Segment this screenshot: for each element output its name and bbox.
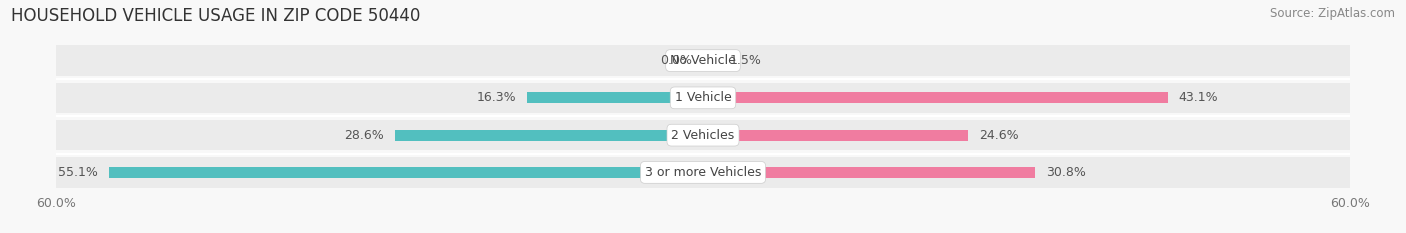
Text: HOUSEHOLD VEHICLE USAGE IN ZIP CODE 50440: HOUSEHOLD VEHICLE USAGE IN ZIP CODE 5044… <box>11 7 420 25</box>
Text: 1 Vehicle: 1 Vehicle <box>675 91 731 104</box>
Bar <box>395 130 703 141</box>
Text: 55.1%: 55.1% <box>59 166 98 179</box>
Text: No Vehicle: No Vehicle <box>671 54 735 67</box>
Text: 43.1%: 43.1% <box>1178 91 1218 104</box>
Text: Source: ZipAtlas.com: Source: ZipAtlas.com <box>1270 7 1395 20</box>
Text: 2 Vehicles: 2 Vehicles <box>672 129 734 142</box>
FancyBboxPatch shape <box>56 157 1350 188</box>
Bar <box>703 55 720 66</box>
FancyBboxPatch shape <box>56 45 1350 76</box>
Text: 24.6%: 24.6% <box>979 129 1018 142</box>
Bar <box>703 130 969 141</box>
Bar <box>703 92 1167 103</box>
Text: 3 or more Vehicles: 3 or more Vehicles <box>645 166 761 179</box>
Text: 28.6%: 28.6% <box>344 129 384 142</box>
Text: 0.0%: 0.0% <box>661 54 692 67</box>
FancyBboxPatch shape <box>56 82 1350 113</box>
Bar <box>527 92 703 103</box>
Text: 30.8%: 30.8% <box>1046 166 1085 179</box>
FancyBboxPatch shape <box>56 120 1350 151</box>
Bar <box>110 167 703 178</box>
Text: 16.3%: 16.3% <box>477 91 516 104</box>
Text: 1.5%: 1.5% <box>730 54 762 67</box>
Bar <box>703 167 1035 178</box>
